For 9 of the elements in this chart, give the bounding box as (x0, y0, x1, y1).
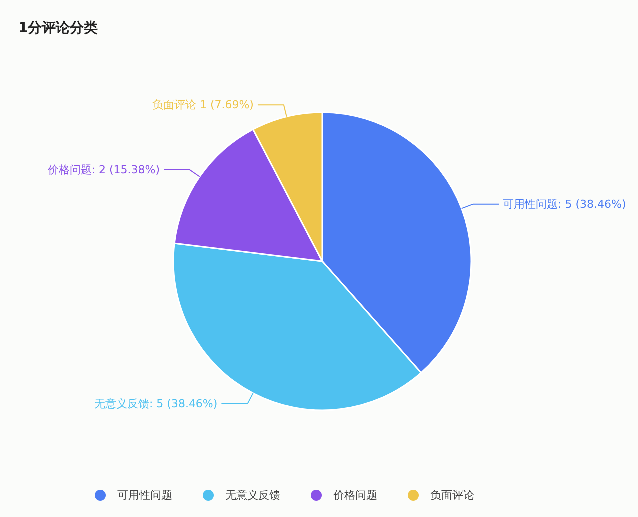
data-label: 负面评论 1 (7.69%) (152, 98, 254, 112)
chart-title: 1分评论分类 (18, 20, 98, 36)
legend-label: 负面评论 (430, 489, 474, 502)
legend-label: 可用性问题 (118, 489, 172, 502)
data-label: 可用性问题: 5 (38.46%) (503, 198, 626, 211)
legend-label: 无意义反馈 (226, 489, 280, 502)
data-label: 无意义反馈: 5 (38.46%) (94, 398, 218, 411)
legend-label: 价格问题 (332, 489, 378, 502)
data-label: 价格问题: 2 (15.38%) (46, 164, 160, 177)
